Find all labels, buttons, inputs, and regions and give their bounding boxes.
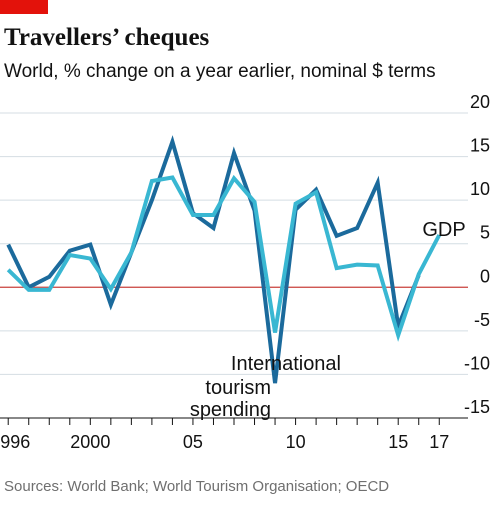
y-tick-label: 5 xyxy=(480,223,490,243)
x-tick-label: 2000 xyxy=(70,432,110,452)
chart-source: Sources: World Bank; World Tourism Organ… xyxy=(4,478,390,495)
y-tick-label: 20 xyxy=(470,92,490,112)
accent-bar xyxy=(0,0,48,14)
annotation-label: spending xyxy=(190,399,271,421)
series-tourism-spending xyxy=(6,135,421,384)
y-tick-label: -10 xyxy=(464,353,490,373)
annotation-label: GDP xyxy=(422,219,465,241)
chart-title: Travellers’ cheques xyxy=(4,24,210,51)
y-tick-label: 15 xyxy=(470,136,490,156)
x-tick-label: 15 xyxy=(388,432,408,452)
x-tick-label: 17 xyxy=(429,432,449,452)
chart-subtitle: World, % change on a year earlier, nomin… xyxy=(4,61,436,82)
x-tick-label: 05 xyxy=(183,432,203,452)
series-line xyxy=(6,174,442,342)
y-tick-label: 0 xyxy=(480,266,490,286)
series-gdp xyxy=(6,174,442,342)
x-tick-label: 10 xyxy=(286,432,306,452)
y-tick-label: -5 xyxy=(474,310,490,330)
y-tick-label: 10 xyxy=(470,179,490,199)
y-tick-label: -15 xyxy=(464,397,490,417)
x-tick-label: 1996 xyxy=(0,432,30,452)
annotation-label: International xyxy=(231,353,341,375)
series-line xyxy=(6,135,421,384)
annotation-label: tourism xyxy=(205,377,271,399)
